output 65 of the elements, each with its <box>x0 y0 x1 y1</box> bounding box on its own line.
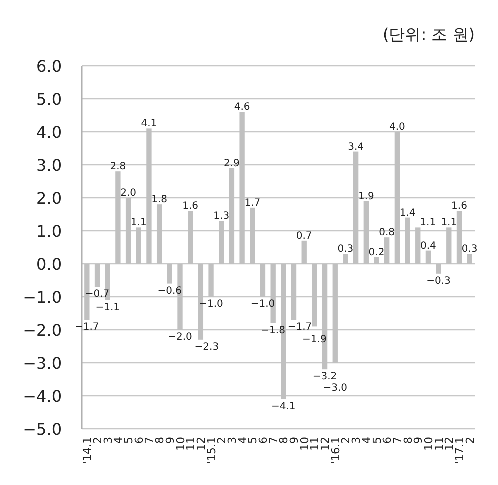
label: 1.1 <box>420 218 436 229</box>
label: −2.3 <box>194 342 220 353</box>
ytick: 1.0 <box>36 222 62 241</box>
ytick: 0.0 <box>36 255 62 274</box>
xtick: 10 <box>174 437 188 451</box>
label: −1.7 <box>288 322 312 334</box>
label: 1.3 <box>214 211 230 222</box>
label: 0.4 <box>420 240 436 252</box>
label: 0.3 <box>338 244 354 256</box>
label: 3.4 <box>348 142 364 153</box>
ytick: 3.0 <box>36 156 62 175</box>
xtick: '15.1 <box>205 437 218 465</box>
label: 2.9 <box>224 158 240 170</box>
ytick: 5.0 <box>36 90 62 109</box>
ytick: 6.0 <box>36 57 62 76</box>
xtick: 2 <box>464 437 477 444</box>
label: −1.0 <box>250 299 276 310</box>
label: 2.0 <box>120 188 136 199</box>
ytick: −2.0 <box>23 321 62 340</box>
ytick: 2.0 <box>36 189 62 208</box>
label: 0.8 <box>379 228 396 239</box>
label: −1.9 <box>302 334 327 346</box>
ytick: −3.0 <box>23 354 62 373</box>
xtick: 4 <box>236 437 250 444</box>
label: 4.6 <box>234 102 250 114</box>
label: 1.6 <box>182 201 199 212</box>
label: 1.8 <box>152 194 168 206</box>
xtick: 7 <box>143 437 156 444</box>
xtick: 5 <box>370 437 384 444</box>
xtick: 2 <box>340 437 353 444</box>
label: 4.0 <box>389 122 406 133</box>
label: −1.0 <box>199 299 224 310</box>
label: 1.1 <box>441 218 458 229</box>
label: −3.2 <box>312 372 338 383</box>
label: −0.7 <box>85 289 110 300</box>
label: 2.8 <box>110 162 126 173</box>
xtick: 7 <box>267 437 280 444</box>
xtick: 11 <box>432 437 446 451</box>
label: −1.7 <box>75 322 100 334</box>
ytick: 4.0 <box>36 123 62 142</box>
label: 1.4 <box>400 208 416 219</box>
label: 0.7 <box>296 230 312 242</box>
label: 4.1 <box>141 118 158 130</box>
xtick: 11 <box>308 437 322 451</box>
label: 1.7 <box>244 198 261 209</box>
label: 0.3 <box>462 244 478 256</box>
label: 0.2 <box>368 247 385 258</box>
label: −2.0 <box>168 332 192 343</box>
label: 1.6 <box>452 201 468 212</box>
xtick: 8 <box>402 437 415 444</box>
ytick: −1.0 <box>23 288 62 307</box>
ytick: −4.0 <box>23 387 62 406</box>
ytick: −5.0 <box>23 420 62 439</box>
xtick: 4 <box>112 437 126 444</box>
note: (단위: 조 원) <box>382 25 475 44</box>
label: 1.9 <box>358 191 374 202</box>
label: −0.3 <box>426 276 451 287</box>
label: 1.1 <box>130 218 147 229</box>
xtick: 8 <box>278 437 291 444</box>
xtick: '14.1 <box>81 437 94 465</box>
label: −0.6 <box>158 286 182 297</box>
label: −1.1 <box>96 302 120 314</box>
label: −3.0 <box>323 383 348 394</box>
label: −1.8 <box>261 325 286 336</box>
label: −4.1 <box>272 401 296 412</box>
